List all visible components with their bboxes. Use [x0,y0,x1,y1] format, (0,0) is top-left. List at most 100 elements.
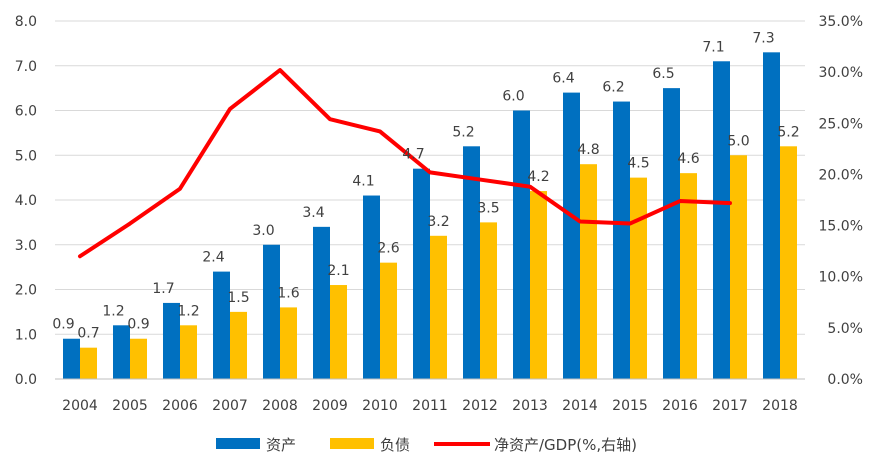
x-tick-label: 2017 [712,398,748,414]
data-label-asset: 6.5 [652,66,674,82]
bar-asset [163,302,180,379]
x-tick-label: 2006 [162,398,198,414]
legend-swatch [216,438,260,449]
x-axis: 2004 2005 2006 2007 2008 2009 2010 2011 2012 2013… [55,378,805,414]
right-tick-label: 20.0% [819,167,863,183]
data-label-liability: 4.6 [677,151,699,167]
data-label-asset: 1.7 [152,281,174,297]
data-label-asset: 7.1 [702,39,724,55]
legend-label: 负债 [380,436,410,454]
data-label-liability: 3.2 [427,214,449,230]
x-tick-label: 2014 [562,398,598,414]
bar-liability [730,155,747,379]
bar-liability [280,307,297,379]
bar-liability [330,285,347,379]
bar-asset [763,52,780,379]
bar-liability [780,146,797,379]
bar-asset [363,195,380,379]
x-tick-label: 2016 [662,398,698,414]
left-y-axis: 0.0 1.0 2.0 3.0 4.0 5.0 6.0 7.0 8.0 [15,14,37,388]
data-label-asset: 6.2 [602,80,624,96]
x-tick-label: 2004 [62,398,98,414]
bar-liability [630,177,647,379]
data-label-liability: 5.0 [727,133,749,149]
data-label-liability: 1.6 [277,285,299,301]
bar-asset [263,244,280,379]
bar-liability [580,164,597,379]
data-label-asset: 0.9 [52,317,74,333]
net-asset-gdp-line [78,68,732,259]
data-label-liability: 5.2 [777,124,799,140]
bar-liability [530,191,547,379]
right-tick-label: 10.0% [819,270,863,286]
bar-liability [680,173,697,379]
data-label-asset: 4.7 [402,147,424,163]
bar-asset [713,61,730,380]
left-tick-label: 5.0 [15,148,37,164]
x-tick-label: 2018 [762,398,798,414]
x-tick-label: 2007 [212,398,248,414]
bar-data-labels: 0.91.21.72.43.03.44.14.75.26.06.46.26.57… [52,30,799,341]
right-tick-label: 15.0% [819,219,863,235]
legend-item-liability: 负债 [330,436,410,454]
legend-item-asset: 资产 [216,436,296,454]
right-y-axis: 0.0% 5.0% 10.0% 15.0% 20.0% 25.0% 30.0% 35.0% [819,14,863,388]
data-label-liability: 3.5 [477,200,499,216]
legend-label: 净资产/GDP(%,右轴) [494,436,637,454]
bar-liability [380,262,397,379]
bar-liability [430,235,447,379]
right-tick-label: 30.0% [819,65,863,81]
data-label-asset: 6.4 [552,71,574,87]
x-tick-label: 2015 [612,398,648,414]
left-tick-label: 6.0 [15,104,37,120]
bar-asset [463,146,480,379]
watermark-text: 搜狐号@郎同学的经济学笔记 [667,451,862,469]
x-tick-label: 2011 [412,398,448,414]
bar-asset [113,325,130,379]
data-label-asset: 4.1 [352,174,374,190]
right-tick-label: 35.0% [819,14,863,30]
right-tick-label: 25.0% [819,116,863,132]
bar-liability [230,311,247,379]
left-tick-label: 0.0 [15,372,37,388]
legend-label: 资产 [266,436,296,454]
bar-liability [80,347,97,379]
bar-liability [480,222,497,379]
right-tick-label: 0.0% [827,372,863,388]
x-tick-label: 2009 [312,398,348,414]
left-tick-label: 8.0 [15,14,37,30]
left-tick-label: 1.0 [15,327,37,343]
left-tick-label: 3.0 [15,238,37,254]
left-tick-label: 2.0 [15,283,37,299]
legend-item-net-asset-gdp: 净资产/GDP(%,右轴) [434,436,637,454]
data-label-liability: 0.9 [127,317,149,333]
bar-asset [513,110,530,379]
x-tick-label: 2013 [512,398,548,414]
data-label-liability: 1.5 [227,290,249,306]
x-tick-label: 2005 [112,398,148,414]
bar-asset [663,88,680,379]
data-label-liability: 2.1 [327,263,349,279]
watermark: 搜狐号@郎同学的经济学笔记 [667,451,862,469]
bar-asset [63,338,80,379]
right-tick-label: 5.0% [827,321,863,337]
data-label-liability: 2.6 [377,241,399,257]
bar-liability [180,325,197,379]
bar-series [63,52,797,380]
data-label-liability: 4.5 [627,156,649,172]
left-tick-label: 4.0 [15,193,37,209]
data-label-asset: 3.0 [252,223,274,239]
legend: 资产 负债 净资产/GDP(%,右轴) [216,436,637,454]
x-tick-label: 2012 [462,398,498,414]
x-tick-label: 2010 [362,398,398,414]
data-label-asset: 7.3 [752,30,774,46]
bar-asset [613,101,630,380]
bar-asset [213,271,230,379]
data-label-liability: 0.7 [77,326,99,342]
data-label-liability: 4.8 [577,142,599,158]
line-series [78,68,732,259]
left-tick-label: 7.0 [15,59,37,75]
bar-liability [130,338,147,379]
x-tick-label: 2008 [262,398,298,414]
bar-asset [313,226,330,379]
